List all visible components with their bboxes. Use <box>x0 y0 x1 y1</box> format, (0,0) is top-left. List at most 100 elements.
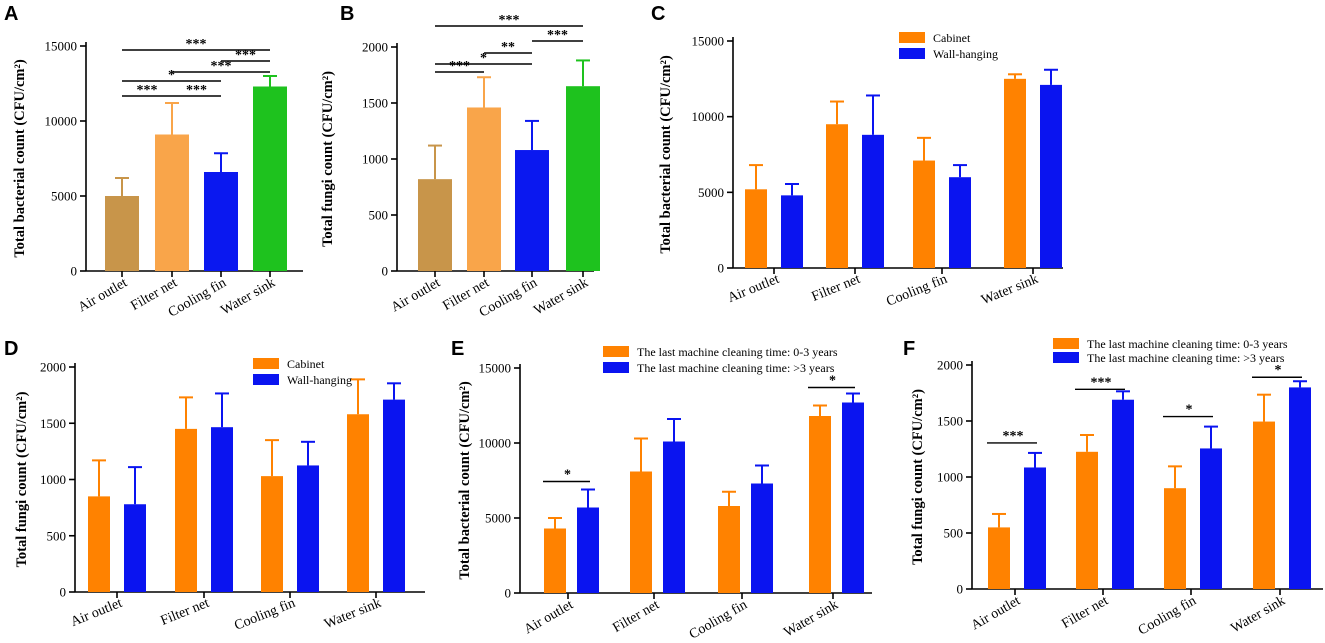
significance-label: * <box>1186 403 1193 418</box>
x-tick-label-air-outlet: Air outlet <box>522 597 576 637</box>
significance-label: *** <box>186 37 207 52</box>
x-tick-label-water-sink: Water sink <box>979 272 1040 308</box>
bar-air-outlet-cabinet <box>745 189 767 268</box>
y-tick-label: 15000 <box>479 361 512 376</box>
significance-label: *** <box>211 59 232 74</box>
panel-letter: C <box>651 3 665 25</box>
significance-label: * <box>168 68 175 83</box>
bar-air-outlet-cabinet <box>88 496 110 592</box>
y-tick-label: 0 <box>60 585 67 600</box>
significance-label: * <box>564 468 571 483</box>
y-axis-label: Total bacterial count (CFU/cm²) <box>457 381 473 579</box>
bar-filter-net-the-last-machine-cleanin <box>1112 399 1134 589</box>
legend-swatch <box>253 358 279 369</box>
y-tick-label: 10000 <box>692 109 725 124</box>
y-tick-label: 5000 <box>698 185 724 200</box>
bar-air-outlet <box>105 196 139 271</box>
y-tick-label: 15000 <box>692 34 725 49</box>
legend-swatch <box>603 362 629 373</box>
x-tick-label-air-outlet: Air outlet <box>726 272 782 306</box>
x-tick-label-air-outlet: Air outlet <box>69 596 125 630</box>
bar-water-sink-the-last-machine-cleanin <box>809 416 831 593</box>
y-tick-label: 0 <box>718 261 725 276</box>
x-tick-label-water-sink: Water sink <box>1229 593 1288 636</box>
y-tick-label: 10000 <box>45 114 78 129</box>
y-tick-label: 15000 <box>45 39 78 54</box>
bar-cooling-fin-cabinet <box>261 476 283 592</box>
x-tick-label-cooling-fin: Cooling fin <box>884 272 949 310</box>
bar-cooling-fin-wall-hanging <box>297 465 319 592</box>
chart-panel-b: B Total fungi count (CFU/cm²) 0 500 1000 1500… <box>320 3 600 321</box>
x-tick-label-filter-net: Filter net <box>159 596 212 629</box>
bar-air-outlet <box>418 179 452 271</box>
panel-letter: D <box>4 338 18 360</box>
significance-label: *** <box>1091 375 1112 390</box>
y-tick-label: 1000 <box>40 472 66 487</box>
panel-letter: F <box>903 338 915 360</box>
y-axis-label: Total bacterial count (CFU/cm²) <box>658 55 674 253</box>
legend-label: The last machine cleaning time: >3 years <box>637 361 835 375</box>
y-tick-label: 0 <box>505 586 512 601</box>
y-tick-label: 0 <box>71 264 78 279</box>
significance-label: *** <box>547 28 568 43</box>
x-tick-label-filter-net: Filter net <box>810 272 863 305</box>
legend-swatch <box>1053 338 1079 349</box>
legend-label: Cabinet <box>933 31 971 45</box>
significance-label: * <box>829 374 836 389</box>
panel-letter: B <box>340 3 354 25</box>
bar-cooling-fin <box>515 150 549 271</box>
legend-label: The last machine cleaning time: >3 years <box>1087 351 1285 365</box>
legend-swatch <box>1053 352 1079 363</box>
chart-panel-d: D Total fungi count (CFU/cm²) 0 500 1000 1500… <box>4 338 425 634</box>
bar-water-sink-wall-hanging <box>383 399 405 592</box>
chart-panel-e: E Total bacterial count (CFU/cm²) 0 5000 100… <box>451 338 872 643</box>
bar-cooling-fin-cabinet <box>913 160 935 268</box>
bar-air-outlet-the-last-machine-cleanin <box>988 527 1010 589</box>
y-axis-label: Total bacterial count (CFU/cm²) <box>12 59 28 257</box>
x-tick-label-filter-net: Filter net <box>1059 593 1111 632</box>
bar-filter-net-the-last-machine-cleanin <box>1076 451 1098 589</box>
legend-swatch <box>603 346 629 357</box>
y-tick-label: 5000 <box>485 511 511 526</box>
x-tick-label-air-outlet: Air outlet <box>76 275 130 315</box>
bar-water-sink-the-last-machine-cleanin <box>842 402 864 593</box>
y-tick-label: 500 <box>47 528 67 543</box>
x-tick-label-air-outlet: Air outlet <box>969 593 1023 633</box>
y-tick-label: 2000 <box>937 358 963 373</box>
significance-label: * <box>480 51 487 66</box>
bar-water-sink <box>566 86 600 271</box>
bar-cooling-fin-the-last-machine-cleanin <box>1200 448 1222 589</box>
bar-water-sink-the-last-machine-cleanin <box>1289 387 1311 589</box>
y-tick-label: 2000 <box>362 40 388 55</box>
x-tick-label-cooling-fin: Cooling fin <box>232 596 297 634</box>
bar-filter-net <box>467 107 501 271</box>
bar-air-outlet-wall-hanging <box>124 504 146 592</box>
y-tick-label: 500 <box>944 526 964 541</box>
significance-label: *** <box>235 48 256 63</box>
bar-water-sink-the-last-machine-cleanin <box>1253 421 1275 589</box>
legend-label: Wall-hanging <box>287 373 352 387</box>
bar-water-sink-wall-hanging <box>1040 84 1062 269</box>
y-tick-label: 0 <box>382 264 389 279</box>
x-tick-label-water-sink: Water sink <box>322 596 383 632</box>
bar-filter-net-the-last-machine-cleanin <box>663 441 685 593</box>
significance-label: * <box>1275 363 1282 378</box>
significance-label: *** <box>1003 429 1024 444</box>
bar-water-sink-cabinet <box>1004 78 1026 268</box>
bar-cooling-fin-the-last-machine-cleanin <box>718 506 740 593</box>
significance-label: *** <box>449 59 470 74</box>
legend-swatch <box>899 32 925 43</box>
bar-air-outlet-the-last-machine-cleanin <box>1024 467 1046 589</box>
y-tick-label: 10000 <box>479 436 512 451</box>
chart-panel-f: F Total fungi count (CFU/cm²) 0 500 1000 1500… <box>903 337 1323 639</box>
chart-panel-a: A Total bacterial count (CFU/cm²) 0 5000 100… <box>4 3 303 321</box>
legend-swatch <box>253 374 279 385</box>
bar-air-outlet-the-last-machine-cleanin <box>577 507 599 593</box>
y-tick-label: 0 <box>957 582 964 597</box>
x-tick-label-water-sink: Water sink <box>532 275 591 318</box>
significance-label: *** <box>186 83 207 98</box>
bar-air-outlet-the-last-machine-cleanin <box>544 528 566 593</box>
legend-label: The last machine cleaning time: 0-3 year… <box>637 345 838 359</box>
significance-label: *** <box>137 83 158 98</box>
